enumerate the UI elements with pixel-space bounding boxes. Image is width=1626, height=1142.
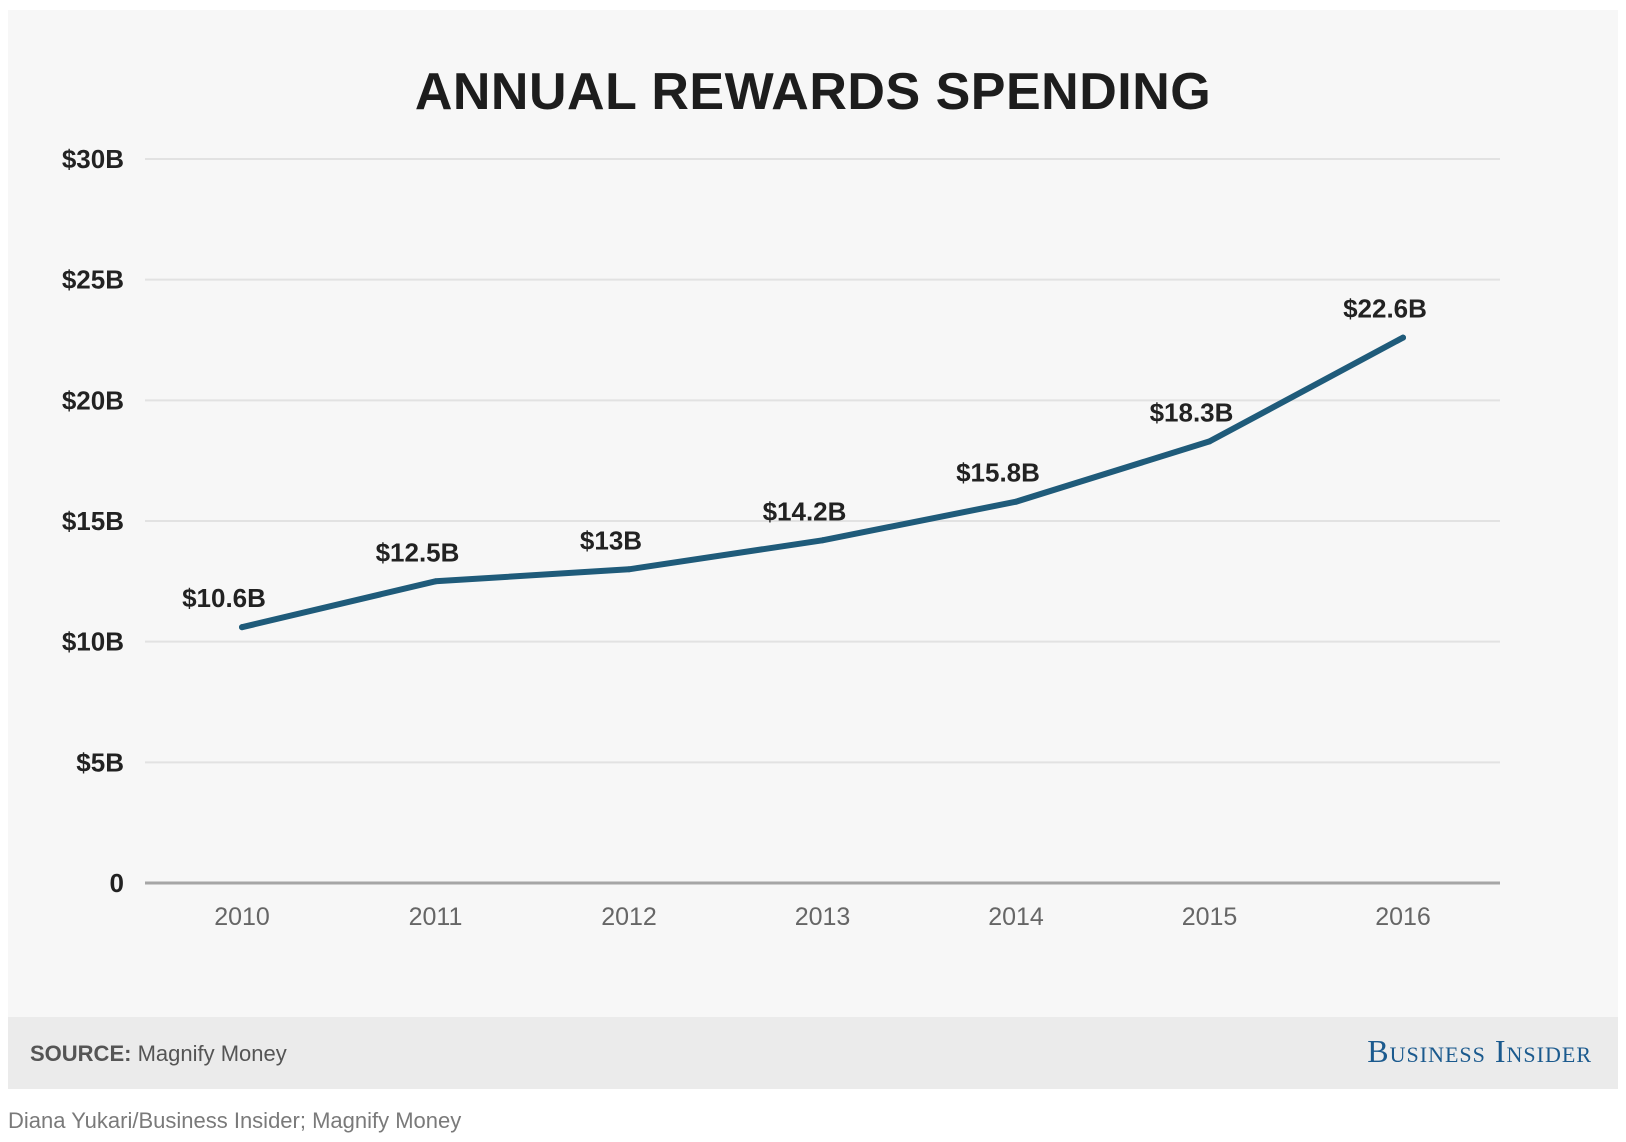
- y-tick-label: $20B: [62, 385, 124, 415]
- x-tick-label: 2012: [601, 903, 657, 931]
- data-label: $14.2B: [763, 496, 847, 526]
- footer-bar: SOURCE: Magnify Money Business Insider: [8, 1017, 1618, 1089]
- data-point: [1013, 498, 1019, 505]
- image-credit: Diana Yukari/Business Insider; Magnify M…: [8, 1108, 462, 1133]
- x-tick-label: 2010: [214, 903, 270, 931]
- y-tick-label: 0: [110, 868, 124, 898]
- x-tick-label: 2011: [409, 903, 463, 931]
- data-label: $10.6B: [182, 583, 266, 613]
- x-tick-labels: 2010 2011 2012 2013 2014 2015 2016: [214, 903, 1431, 931]
- x-tick-label: 2014: [988, 903, 1044, 931]
- business-insider-logo: Business Insider: [1367, 1033, 1592, 1069]
- source-text: Magnify Money: [137, 1041, 287, 1066]
- source-note: SOURCE: Magnify Money: [30, 1041, 287, 1067]
- gridlines: [145, 158, 1500, 885]
- series-line-layer: [239, 334, 1406, 631]
- data-point: [819, 537, 826, 544]
- data-label: $12.5B: [376, 537, 460, 567]
- y-tick-label: $30B: [62, 144, 124, 174]
- chart-frame: ANNUAL REWARDS SPENDING 0 $5B $10B $15B $20B…: [8, 10, 1618, 1080]
- chart-title: ANNUAL REWARDS SPENDING: [414, 63, 1212, 121]
- source-label: SOURCE:: [30, 1041, 132, 1066]
- x-tick-label: 2015: [1182, 903, 1238, 931]
- series-line: [239, 334, 1406, 631]
- data-label: $15.8B: [956, 458, 1040, 488]
- y-tick-label: $5B: [76, 747, 124, 777]
- data-point: [626, 566, 632, 573]
- data-point: [239, 624, 245, 631]
- y-tick-label: $25B: [62, 265, 124, 295]
- data-labels: $10.6B $12.5B $13B $14.2B $15.8B $18.3B $22.6B: [182, 294, 1427, 614]
- line-chart: 0$5B$10B$15B$20B$25B$30B 2010 2011 2012 201…: [62, 144, 1500, 931]
- y-tick-label: $15B: [62, 506, 124, 536]
- x-tick-label: 2013: [795, 903, 851, 931]
- data-point: [1400, 334, 1406, 341]
- data-point: [1206, 438, 1213, 445]
- x-tick-label: 2016: [1375, 903, 1431, 931]
- y-tick-labels: 0 $5B $10B $15B $20B $25B $30B: [62, 144, 124, 898]
- data-point: [432, 578, 439, 585]
- data-label: $18.3B: [1150, 397, 1234, 427]
- y-tick-label: $10B: [62, 627, 124, 657]
- data-label: $22.6B: [1343, 294, 1427, 324]
- data-label: $13B: [580, 525, 642, 555]
